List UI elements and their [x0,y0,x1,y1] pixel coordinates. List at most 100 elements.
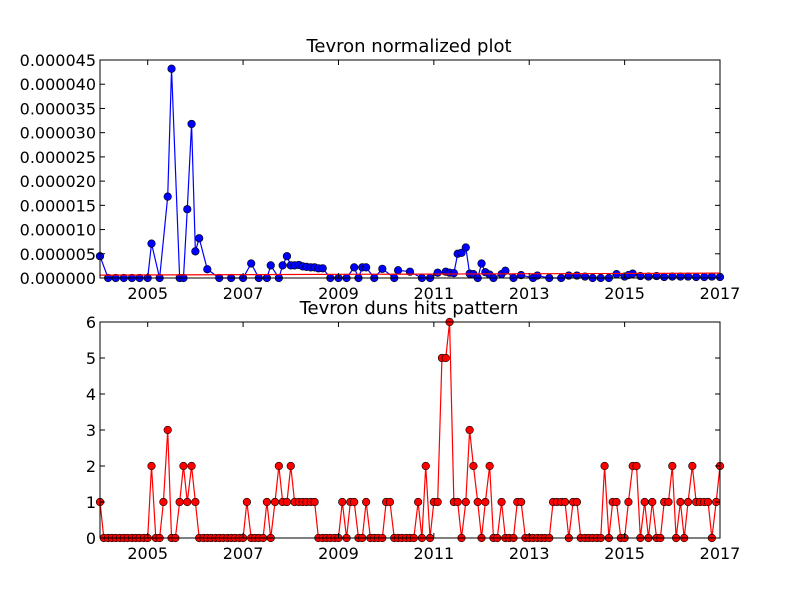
data-point [441,353,450,363]
chart-title: Tevron normalized plot [305,36,511,57]
data-point [286,461,295,471]
data-point [282,497,292,507]
data-point [362,263,371,272]
data-point [433,497,442,507]
x-tick-label: 2009 [318,284,359,303]
y-tick-label: 0.000040 [20,75,96,94]
data-point [469,461,478,471]
data-point [350,497,359,507]
y-tick-label: 0.000045 [20,51,96,70]
data-point [683,272,693,281]
data-point [421,461,430,471]
data-point [187,119,196,129]
data-point [660,272,669,282]
x-tick-label: 2005 [127,544,168,563]
x-tick-label: 2011 [413,284,454,303]
data-point [262,497,272,507]
data-point [683,497,693,507]
data-point [266,261,275,270]
y-tick-label: 0.000025 [20,148,96,167]
data-point [640,497,649,507]
data-point [203,265,212,274]
data-point [338,497,347,507]
data-point [187,461,196,471]
x-tick-label: 2017 [700,284,741,303]
x-tick-label: 2013 [509,544,550,563]
data-point [707,272,716,281]
data-point [191,247,200,256]
plot-frame [99,59,721,279]
series-layer [95,64,725,283]
data-point [318,264,327,273]
x-axis: 2005 2007 2009 2011 2013 2015 2017 [127,60,740,303]
y-tick-label: 0.000005 [20,245,96,264]
data-point [175,497,184,507]
data-point [692,272,701,282]
data-point [449,269,458,278]
data-point [700,272,709,282]
x-tick-label: 2007 [223,544,264,563]
x-tick-label: 2017 [700,544,741,563]
y-tick-label: 0.000000 [20,269,96,288]
data-point [179,461,188,471]
data-point [612,497,621,507]
data-point [350,263,359,272]
data-point [648,497,657,507]
y-tick-label: 4 [86,385,96,404]
data-point [393,266,403,275]
data-point [485,461,494,471]
data-point [457,248,466,257]
x-tick-label: 2013 [509,284,550,303]
y-tick-label: 0.000030 [20,124,96,143]
data-point [378,264,387,273]
data-point [676,497,685,507]
y-axis: 0.000000 0.000005 0.000010 0.000015 0.000020… [20,51,720,288]
data-point [242,497,251,507]
y-tick-label: 1 [86,493,96,512]
data-point [195,234,204,243]
data-point [624,497,633,507]
data-point [560,497,570,507]
data-point [465,425,474,435]
x-tick-label: 2015 [604,284,645,303]
data-point [247,259,256,268]
data-point [688,461,697,471]
data-point [183,205,192,214]
data-point [473,497,482,507]
data-point [163,425,172,435]
series-layer [95,317,725,543]
y-axis: 0 1 2 3 4 5 6 [86,313,720,548]
x-tick-label: 2015 [604,544,645,563]
y-tick-label: 0.000020 [20,172,96,191]
data-point [668,461,677,471]
data-point [501,266,510,275]
data-point [477,259,486,268]
x-tick-label: 2007 [223,284,264,303]
data-point [147,461,156,471]
data-point [612,270,621,279]
data-point [310,497,319,507]
data-point [159,497,168,507]
y-tick-label: 0.000010 [20,221,96,240]
data-point [167,64,176,73]
y-tick-label: 0 [86,529,96,548]
series-line [99,272,721,276]
y-tick-label: 0.000015 [20,196,96,215]
y-tick-label: 0.000035 [20,99,96,118]
data-point [600,461,609,471]
data-point [414,497,423,507]
y-tick-label: 3 [86,421,96,440]
x-tick-label: 2005 [127,284,168,303]
y-tick-label: 5 [86,349,96,368]
data-point [385,497,395,507]
x-tick-label: 2009 [318,544,359,563]
data-point [572,497,582,507]
data-point [183,497,192,507]
data-point [362,497,371,507]
data-point [481,497,490,507]
data-point [163,192,172,201]
data-point [191,497,200,507]
y-tick-label: 2 [86,457,96,476]
